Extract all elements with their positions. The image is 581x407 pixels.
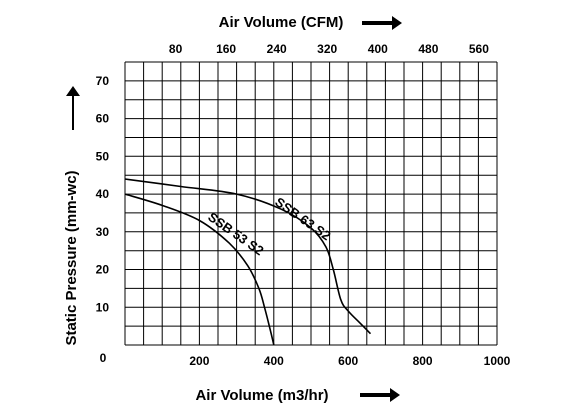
top-axis: 80 160 240 320 400 480 560 <box>169 42 489 56</box>
y-axis-tick-label: 50 <box>96 149 110 163</box>
x-axis-tick-label: 800 <box>413 354 433 368</box>
x-axis-tick-label: 1000 <box>484 354 511 368</box>
top-axis-tick-label: 400 <box>368 42 388 56</box>
y-axis-tick-label: 20 <box>96 263 110 277</box>
y-axis-tick-label: 10 <box>96 300 110 314</box>
y-axis-tick-label: 30 <box>96 225 110 239</box>
top-axis-tick-label: 240 <box>267 42 287 56</box>
y-axis-title: Static Pressure (mm-wc) <box>63 170 80 345</box>
x-axis: 200 400 600 800 1000 <box>189 354 510 368</box>
top-axis-tick-label: 320 <box>317 42 337 56</box>
y-axis-tick-label: 40 <box>96 187 110 201</box>
x-axis-tick-label: 600 <box>338 354 358 368</box>
series-label: SSB 63 S2 <box>272 194 333 243</box>
top-axis-tick-label: 560 <box>469 42 489 56</box>
x-axis-tick-label: 200 <box>189 354 209 368</box>
x-axis-tick-label: 400 <box>264 354 284 368</box>
top-axis-tick-label: 480 <box>418 42 438 56</box>
grid <box>124 61 498 346</box>
series-line <box>124 193 275 346</box>
y-axis-tick-label: 60 <box>96 112 110 126</box>
x-axis-title: Air Volume (m3/hr) <box>195 387 328 404</box>
origin-label: 0 <box>100 351 107 365</box>
top-axis-title: Air Volume (CFM) <box>219 14 344 31</box>
top-axis-tick-label: 160 <box>216 42 236 56</box>
top-axis-arrow-icon <box>362 16 402 30</box>
y-axis: 10 20 30 40 50 60 70 <box>96 74 110 314</box>
y-axis-arrow-icon <box>66 86 80 130</box>
top-axis-tick-label: 80 <box>169 42 183 56</box>
series-line <box>124 178 372 335</box>
y-axis-tick-label: 70 <box>96 74 110 88</box>
x-axis-arrow-icon <box>360 388 400 402</box>
